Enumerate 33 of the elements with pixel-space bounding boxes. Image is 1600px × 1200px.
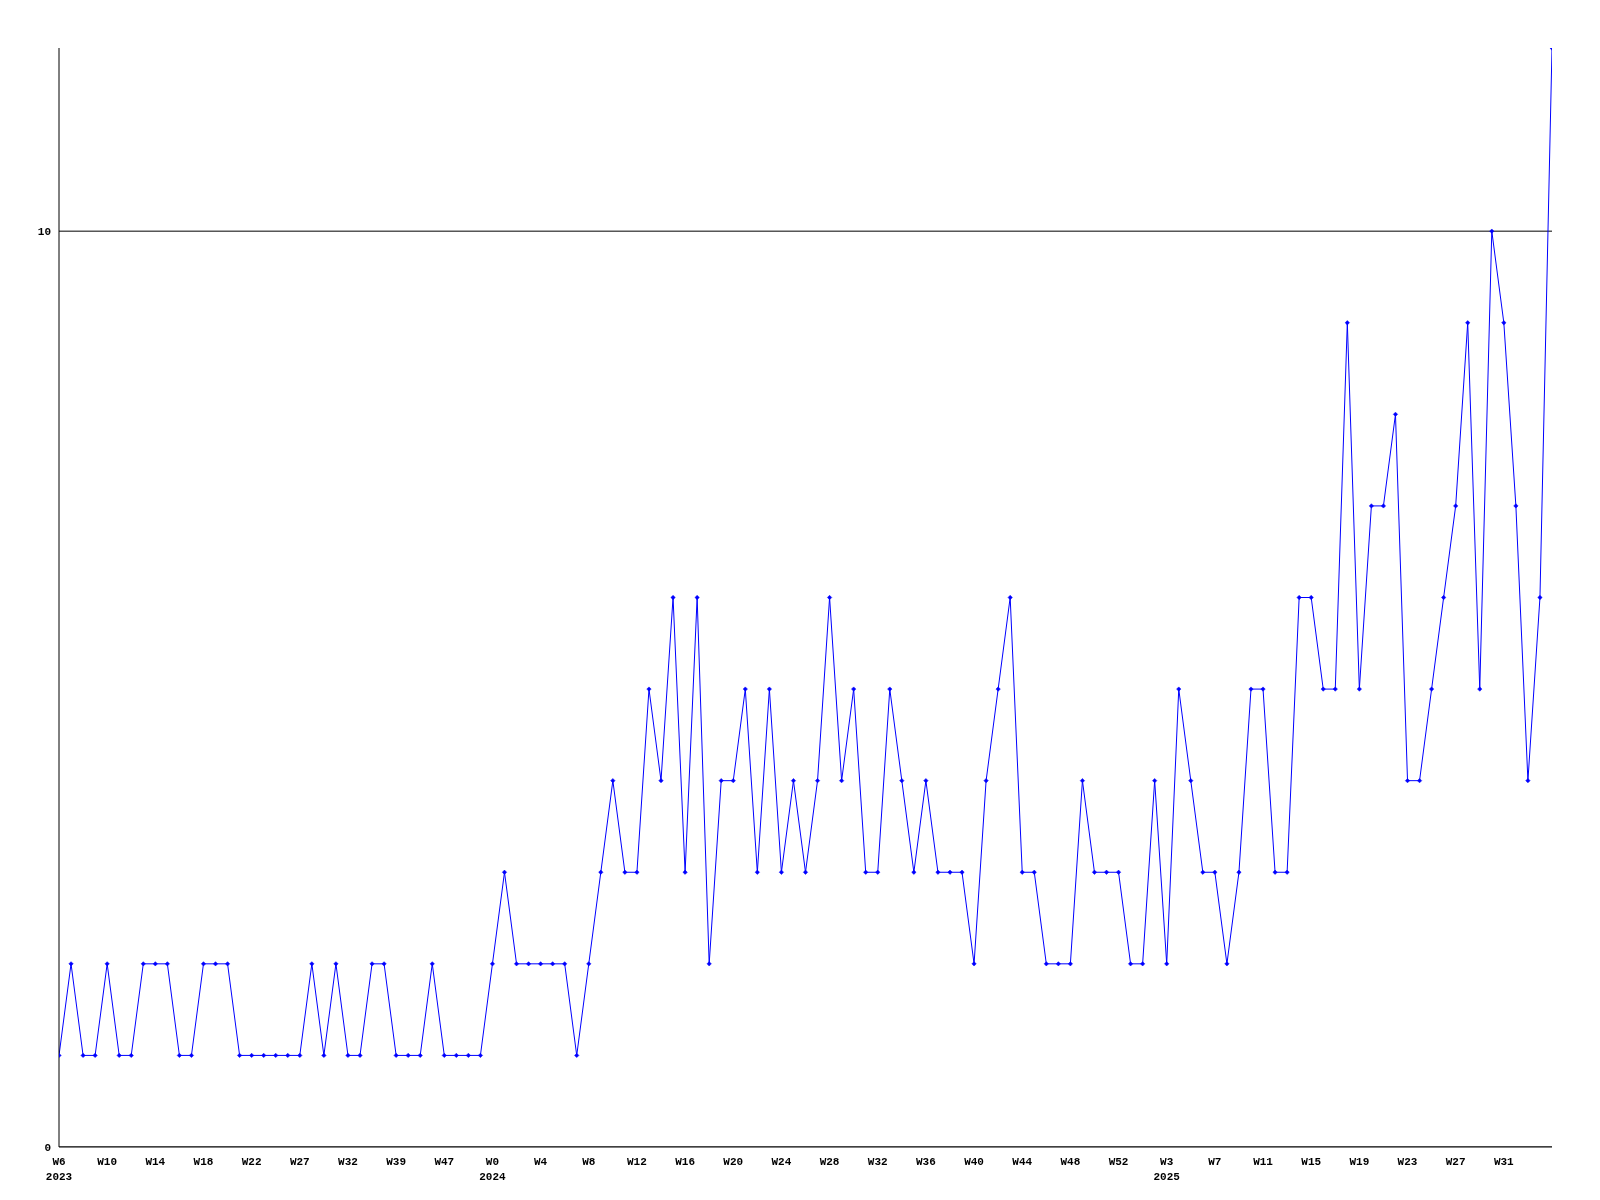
x-tick-label: W48	[1060, 1156, 1081, 1168]
x-tick-label: W24	[771, 1156, 792, 1168]
x-tick-label: W4	[534, 1156, 548, 1168]
x-tick-label: W10	[97, 1156, 118, 1168]
x-tick-label: W52	[1108, 1156, 1129, 1168]
y-tick-label: 0	[44, 1141, 51, 1154]
x-tick-label: W36	[916, 1156, 936, 1168]
x-tick-label: W32	[867, 1156, 888, 1168]
x-tick-label: W28	[819, 1156, 840, 1168]
x-tick-label: W27	[1445, 1156, 1466, 1168]
x-tick-label: W31	[1493, 1156, 1515, 1168]
x-tick-label: W14	[145, 1156, 166, 1168]
x-tick-label: W22	[241, 1156, 262, 1168]
x-tick-label: W12	[627, 1156, 647, 1168]
x-tick-label: W39	[386, 1156, 407, 1168]
x-tick-label: W32	[338, 1156, 358, 1168]
x-tick-label: W47	[434, 1156, 455, 1168]
x-tick-label: W19	[1349, 1156, 1370, 1168]
x-tick-label: W11	[1253, 1156, 1274, 1168]
x-tick-label: W18	[193, 1156, 214, 1168]
x-tick-label: W40	[964, 1156, 984, 1168]
x-tick-label: W7	[1208, 1156, 1222, 1168]
x-tick-label: W8	[582, 1156, 596, 1168]
x-tick-label: W16	[675, 1156, 695, 1168]
x-tick-label: W27	[289, 1156, 310, 1168]
y-tick-label: 10	[37, 226, 51, 239]
x-tick-label: W23	[1397, 1156, 1418, 1168]
x-tick-label: W0 2024	[479, 1156, 507, 1183]
x-tick-label: W15	[1301, 1156, 1322, 1168]
x-tick-label: W6 2023	[45, 1156, 73, 1183]
x-tick-label: W3 2025	[1153, 1156, 1181, 1183]
x-tick-label: W20	[723, 1156, 744, 1168]
x-tick-label: W44	[1012, 1156, 1033, 1168]
